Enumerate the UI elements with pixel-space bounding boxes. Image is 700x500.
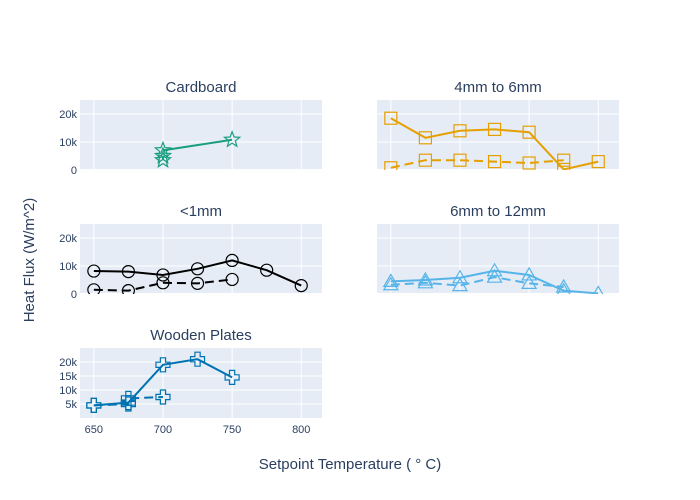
- data-point: [453, 153, 467, 167]
- series-line-solid: [162, 138, 233, 152]
- series-group: [86, 351, 240, 413]
- series-line-solid: [390, 117, 599, 170]
- data-point: [486, 262, 503, 277]
- subplot-title: 4mm to 6mm: [454, 79, 542, 96]
- subplot-title: 6mm to 12mm: [450, 203, 546, 220]
- series-line-solid: [93, 358, 233, 407]
- data-point: [189, 351, 206, 367]
- data-point: [418, 131, 432, 145]
- series-line-solid: [93, 259, 302, 287]
- y-tick-label: 5k: [65, 399, 77, 411]
- series-group: [382, 262, 604, 294]
- data-point: [153, 146, 173, 164]
- data-point: [156, 276, 170, 290]
- y-tick-label: 20k: [59, 357, 77, 369]
- series-group: [153, 130, 242, 169]
- y-tick-label: 10k: [59, 385, 77, 397]
- data-point: [121, 284, 135, 294]
- x-axis-title: Setpoint Temperature ( ° C): [259, 456, 441, 473]
- plot-area: [80, 348, 322, 418]
- data-point: [522, 125, 536, 139]
- subplot-title: Wooden Plates: [150, 327, 251, 344]
- data-point: [382, 276, 399, 291]
- data-point: [222, 130, 242, 148]
- data-point: [190, 262, 205, 276]
- data-point: [593, 285, 604, 294]
- data-point: [556, 282, 571, 294]
- y-tick-label: 0: [71, 165, 77, 177]
- subplot-1: 4mm to 6mm: [377, 79, 619, 171]
- data-point: [121, 265, 135, 279]
- data-point: [417, 271, 434, 286]
- y-tick-label: 20k: [59, 109, 77, 121]
- x-tick-label: 650: [85, 424, 103, 436]
- subplot-0: 0 10k 20k Cardboard: [59, 79, 322, 177]
- data-point: [87, 283, 101, 294]
- subplot-title: Cardboard: [166, 79, 237, 96]
- data-point: [224, 369, 240, 385]
- data-point: [382, 273, 399, 287]
- plot-area: [80, 224, 322, 294]
- data-point: [417, 274, 434, 289]
- data-point: [260, 263, 274, 277]
- y-tick-label: 10k: [59, 261, 77, 273]
- y-tick-label: 20k: [59, 233, 77, 245]
- data-point: [451, 277, 469, 292]
- data-point: [225, 272, 239, 287]
- x-tick-label: 750: [223, 424, 241, 436]
- data-point: [86, 397, 102, 413]
- data-point: [384, 111, 398, 125]
- series-line-dashed: [93, 396, 164, 407]
- data-point: [521, 275, 538, 289]
- subplot-title: <1mm: [180, 203, 222, 220]
- y-axis-title: Heat Flux (W/m^2): [21, 198, 38, 323]
- data-point: [153, 150, 173, 169]
- series-group: [87, 253, 308, 294]
- series-line-dashed: [93, 278, 233, 292]
- data-point: [486, 269, 503, 283]
- subplot-grid: 0 10k 20k Cardboard 4mm to 6mm 0 10k 20k <1mm 6mm…: [59, 79, 619, 436]
- subplot-2: 0 10k 20k <1mm: [59, 203, 322, 301]
- data-point: [120, 390, 136, 406]
- data-point: [591, 155, 605, 169]
- data-point: [156, 268, 170, 282]
- series-group: [384, 111, 605, 170]
- data-point: [487, 122, 502, 137]
- x-tick-label: 700: [154, 424, 172, 436]
- x-tick-label: 800: [292, 424, 310, 436]
- data-point: [487, 155, 502, 169]
- data-point: [451, 269, 469, 284]
- data-point: [453, 124, 467, 138]
- data-point: [522, 156, 536, 170]
- plot-area: [80, 100, 322, 170]
- data-point: [155, 389, 171, 405]
- series-line-dashed: [390, 276, 564, 288]
- data-point: [87, 264, 101, 278]
- data-point: [155, 357, 171, 373]
- data-point: [384, 161, 398, 170]
- subplot-3: 6mm to 12mm: [377, 203, 619, 295]
- data-point: [557, 162, 571, 170]
- subplot-4: 5k 10k 15k 20k 650 700 750 800 Wooden Plates: [59, 327, 322, 436]
- data-point: [225, 253, 239, 267]
- y-tick-label: 15k: [59, 371, 77, 383]
- data-point: [190, 276, 205, 290]
- data-point: [521, 266, 538, 281]
- data-point: [294, 279, 308, 293]
- data-point: [557, 153, 571, 167]
- data-point: [555, 278, 572, 293]
- y-tick-label: 0: [71, 289, 77, 301]
- y-tick-label: 10k: [59, 137, 77, 149]
- data-point: [418, 153, 432, 167]
